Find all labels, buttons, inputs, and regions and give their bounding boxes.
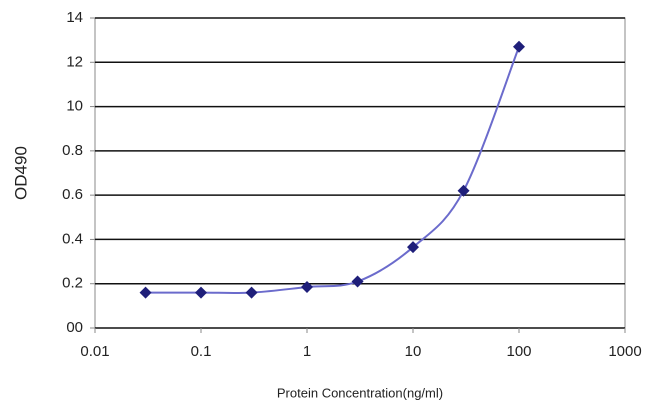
y-tick-label: 0.8 [62,142,83,159]
x-tick-label: 0.1 [191,343,212,360]
y-axis-title: OD490 [11,146,30,200]
y-tick-label: 0.6 [62,186,83,203]
x-tick-label: 100 [506,343,531,360]
x-tick-label: 1 [303,343,311,360]
y-tick-label: 10 [66,98,83,115]
marker [245,286,258,299]
y-tick-label: 14 [66,9,83,26]
x-axis-title: Protein Concentration(ng/ml) [277,385,443,400]
marker [407,241,419,254]
x-tick-label: 1000 [608,343,641,360]
y-tick-label: 0.2 [62,275,83,292]
marker [195,286,207,299]
marker [351,275,364,288]
x-tick-label: 10 [405,343,422,360]
y-tick-label: 0.4 [62,230,83,247]
marker [301,281,313,294]
marker [457,184,470,197]
marker [139,286,152,299]
plot-area [94,17,626,329]
marker [513,40,525,53]
x-tick-label: 0.01 [80,343,109,360]
y-tick-label: 00 [66,319,83,336]
y-tick-label: 12 [66,53,83,70]
